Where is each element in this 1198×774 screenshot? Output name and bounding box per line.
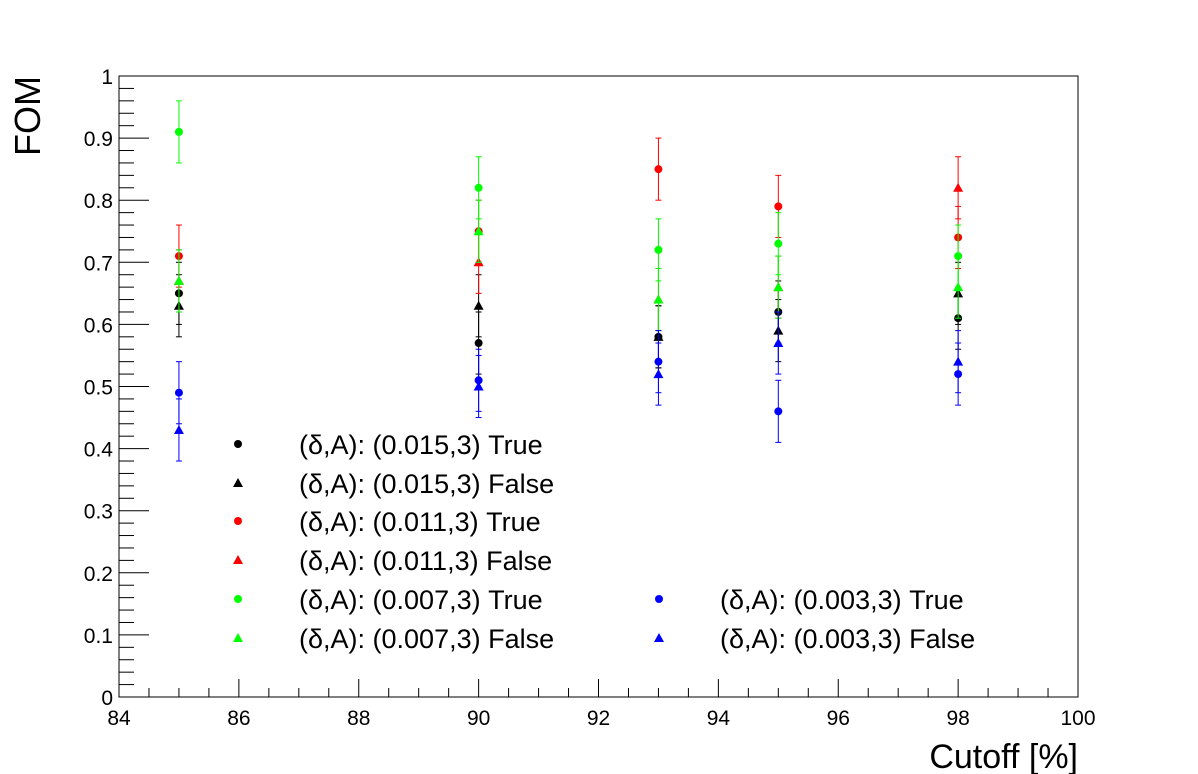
- y-tick-label: 1: [101, 66, 113, 89]
- y-tick-label: 0.2: [84, 563, 113, 586]
- data-point: [653, 369, 664, 379]
- legend-label: (δ,A): (0.011,3) True: [299, 507, 541, 537]
- y-axis-title: FOM: [7, 76, 48, 156]
- data-point: [174, 388, 183, 397]
- data-point: [773, 282, 784, 292]
- series-group: [173, 156, 964, 332]
- series-group: [174, 100, 963, 288]
- x-tick-label: 96: [827, 707, 850, 730]
- legend-marker: [234, 440, 242, 448]
- data-point: [473, 226, 484, 236]
- x-tick-label: 100: [1060, 707, 1095, 730]
- legend-marker: [234, 517, 242, 525]
- x-tick-label: 94: [707, 707, 731, 730]
- legend-label: (δ,A): (0.003,3) True: [720, 585, 964, 615]
- y-tick-label: 0.7: [84, 252, 113, 275]
- x-tick-label: 90: [467, 707, 490, 730]
- series-group: [174, 330, 963, 443]
- data-point: [953, 182, 964, 192]
- x-axis-title: Cutoff [%]: [929, 738, 1078, 774]
- legend-marker: [233, 478, 243, 487]
- data-point: [773, 338, 784, 348]
- axis-ticks: [118, 75, 1079, 698]
- legend-label: (δ,A): (0.007,3) False: [299, 624, 554, 654]
- data-point: [774, 239, 783, 248]
- y-tick-label: 0.3: [84, 501, 113, 524]
- data-point: [474, 183, 483, 192]
- series-group: [173, 199, 964, 332]
- series-group: [174, 137, 963, 288]
- series-group: [173, 311, 964, 462]
- y-tick-label: 0: [101, 687, 113, 710]
- legend-marker: [234, 595, 242, 603]
- x-tick-label: 88: [347, 707, 370, 730]
- legend-label: (δ,A): (0.007,3) True: [299, 585, 543, 615]
- legend-marker: [233, 555, 243, 564]
- data-point: [654, 245, 663, 254]
- data-point: [474, 339, 483, 348]
- x-tick-label: 98: [946, 707, 969, 730]
- data-point: [774, 407, 783, 416]
- x-tick-label: 92: [587, 707, 610, 730]
- y-tick-label: 0.8: [84, 190, 113, 213]
- legend-label: (δ,A): (0.015,3) True: [299, 430, 543, 460]
- data-point: [473, 300, 484, 310]
- axis-tick-labels: 84 86 88 90 92 94 96 98 100 0 0.1 0.2 0.3 0.4 0.5 0.6 0.…: [84, 66, 1096, 730]
- data-point: [653, 294, 664, 304]
- y-tick-label: 0.9: [84, 128, 113, 151]
- legend-label: (δ,A): (0.003,3) False: [720, 624, 975, 654]
- y-tick-label: 0.4: [84, 439, 114, 462]
- data-point: [654, 165, 663, 174]
- legend: (δ,A): (0.015,3) True (δ,A): (0.015,3) Fa…: [233, 430, 975, 654]
- data-point: [774, 202, 783, 211]
- data-point: [173, 275, 184, 285]
- x-tick-label: 84: [107, 707, 131, 730]
- x-tick-label: 86: [227, 707, 250, 730]
- data-point: [173, 424, 184, 434]
- y-tick-label: 0.5: [84, 377, 113, 400]
- legend-marker: [655, 595, 663, 603]
- series-group: [174, 261, 963, 375]
- legend-label: (δ,A): (0.011,3) False: [299, 546, 552, 576]
- legend-marker: [233, 633, 243, 642]
- y-tick-label: 0.6: [84, 314, 113, 337]
- data-series: [173, 100, 964, 462]
- series-group: [173, 261, 964, 369]
- data-point: [953, 356, 964, 366]
- data-point: [174, 127, 183, 136]
- legend-label: (δ,A): (0.015,3) False: [299, 469, 554, 499]
- legend-marker: [654, 633, 664, 642]
- y-tick-label: 0.1: [84, 625, 113, 648]
- data-point: [953, 282, 964, 292]
- data-point: [473, 381, 484, 391]
